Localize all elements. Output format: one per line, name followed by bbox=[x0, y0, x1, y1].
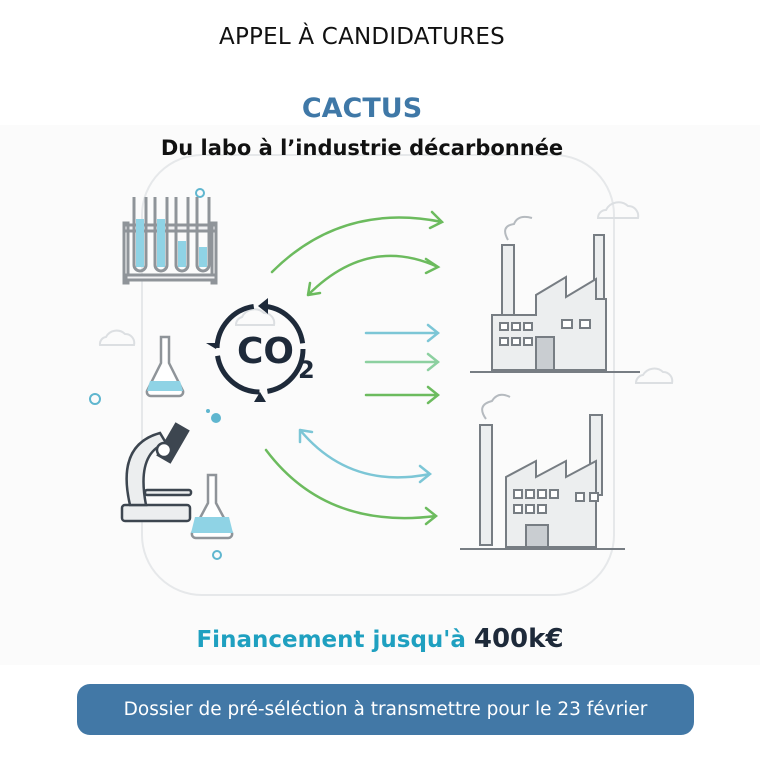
funding-line: Financement jusqu'à 400k€ bbox=[0, 624, 760, 654]
cloud-icon bbox=[98, 201, 674, 384]
submit-dossier-button[interactable]: Dossier de pré-séléction à transmettre p… bbox=[77, 684, 694, 735]
test-tubes-icon bbox=[122, 197, 218, 285]
co2-cycle-icon: CO 2 bbox=[206, 298, 315, 402]
page-title: APPEL À CANDIDATURES bbox=[219, 24, 505, 50]
bubble-icon bbox=[206, 409, 221, 423]
co2-label: CO bbox=[237, 331, 294, 372]
program-name: CACTUS bbox=[301, 93, 423, 124]
co2-subscript: 2 bbox=[298, 356, 315, 384]
arrow-icon bbox=[264, 210, 445, 526]
funding-label: Financement jusqu'à bbox=[196, 627, 474, 653]
microscope-icon bbox=[120, 422, 193, 523]
funding-amount: 400k€ bbox=[473, 624, 564, 654]
factory-icon bbox=[460, 393, 625, 550]
flask-icon bbox=[190, 473, 234, 540]
subtitle: Du labo à l’industrie décarbonnée bbox=[160, 136, 564, 160]
background-frame bbox=[141, 154, 615, 596]
illustration: CO 2 bbox=[0, 125, 760, 665]
bubble-icon bbox=[89, 188, 222, 560]
flask-icon bbox=[145, 335, 185, 398]
factory-icon bbox=[470, 215, 640, 373]
